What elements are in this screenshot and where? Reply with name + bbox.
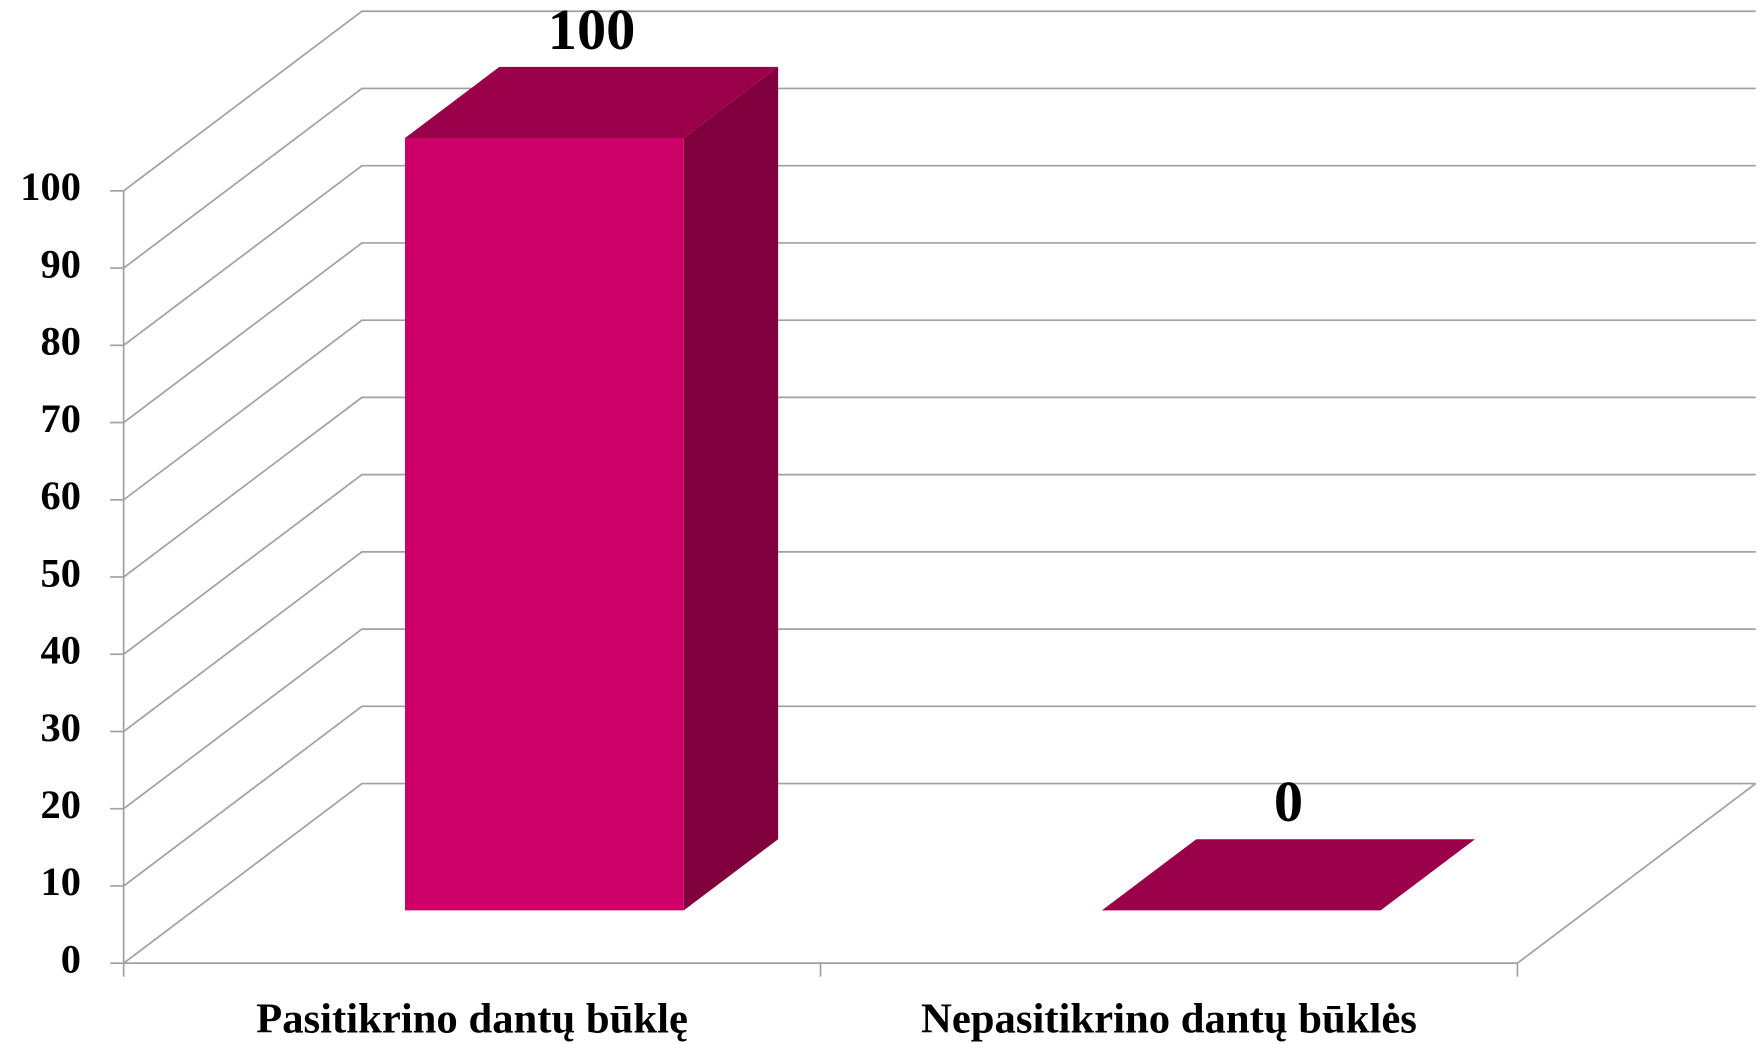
- y-tick-label: 60: [40, 473, 80, 518]
- bar-top: [405, 66, 779, 139]
- grid-line: [123, 551, 1756, 733]
- grid-line: [123, 10, 1756, 192]
- y-tick-label: 100: [20, 164, 81, 209]
- y-tick-label: 10: [40, 859, 80, 904]
- grid-line: [123, 396, 1756, 578]
- grid-line: [123, 473, 1756, 655]
- x-tick-label: Nepasitikrino dantų būklės: [921, 996, 1417, 1043]
- y-tick-label: 20: [40, 782, 80, 827]
- y-tick-label: 80: [40, 319, 80, 364]
- y-tick-label: 90: [40, 241, 80, 286]
- y-tick-label: 70: [40, 396, 80, 441]
- bar-top: [1101, 839, 1476, 911]
- grid-line: [123, 782, 1756, 964]
- grid-line: [123, 87, 1756, 269]
- plot-area: 0 10 20 30 40 50 60 70 80 90 100 Pasitikrino dantų …: [20, 0, 1757, 1043]
- bar-side: [683, 66, 779, 911]
- y-tick-label: 50: [40, 550, 80, 595]
- value-label: 100: [548, 0, 636, 62]
- y-tick-label: 40: [40, 628, 80, 673]
- grid-line: [123, 628, 1756, 810]
- grid-line: [123, 319, 1756, 501]
- y-tick-label: 30: [40, 705, 80, 750]
- y-tick-label: 0: [61, 936, 81, 981]
- floor: [123, 782, 1757, 965]
- grid-line: [123, 164, 1756, 346]
- x-tick-label: Pasitikrino dantų būklę: [256, 996, 688, 1043]
- bar: [405, 138, 684, 911]
- value-label: 0: [1274, 769, 1303, 834]
- grid-line: [123, 705, 1756, 887]
- grid-line: [123, 242, 1756, 424]
